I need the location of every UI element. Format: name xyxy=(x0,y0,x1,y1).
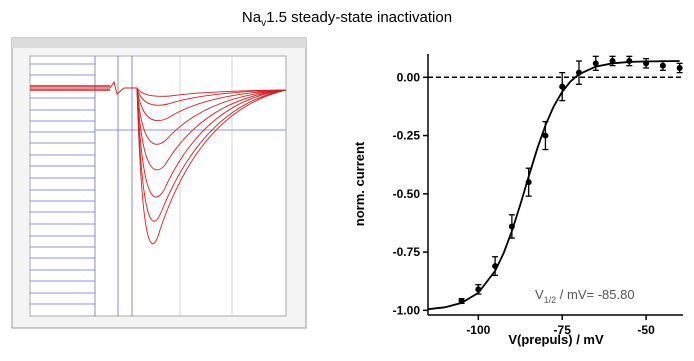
figure: Nav1.5 steady-state inactivation xyxy=(0,0,694,356)
y-tick-label: -0.50 xyxy=(393,187,421,201)
recording-screenshot xyxy=(12,38,306,328)
page: {"chart_data": { "type": "scatter", "tit… xyxy=(0,0,694,356)
y-tick-label: -0.75 xyxy=(393,245,421,259)
y-tick-label: -1.00 xyxy=(393,303,421,317)
data-point xyxy=(643,60,649,66)
annotation-subscript: 1/2 xyxy=(544,295,557,305)
title-part: 1.5 steady-state inactivation xyxy=(266,9,452,26)
title-part: Na xyxy=(242,9,262,26)
data-point xyxy=(526,179,532,185)
window-toolbar xyxy=(12,38,306,48)
y-axis-label: norm. current xyxy=(352,141,367,226)
plot-area xyxy=(30,56,286,316)
data-point xyxy=(459,298,465,304)
annotation-part: / mV= -85.80 xyxy=(556,287,634,302)
chart-title: Nav1.5 steady-state inactivation xyxy=(242,9,452,29)
data-point xyxy=(542,133,548,139)
data-point xyxy=(610,58,616,64)
data-point xyxy=(475,286,481,292)
data-point xyxy=(660,63,666,69)
x-tick-label: -100 xyxy=(466,323,490,337)
data-point xyxy=(509,223,515,229)
data-point xyxy=(576,70,582,76)
y-tick-label: -0.25 xyxy=(393,129,421,143)
data-point xyxy=(593,60,599,66)
annotation-part: V xyxy=(535,287,544,302)
x-tick-label: -75 xyxy=(554,323,572,337)
fit-curve xyxy=(428,61,680,309)
annotation: V1/2 / mV= -85.80 xyxy=(535,287,635,305)
data-point xyxy=(492,263,498,269)
y-tick-label: 0.00 xyxy=(397,70,421,84)
data-point xyxy=(626,58,632,64)
x-tick-label: -50 xyxy=(637,323,655,337)
data-point xyxy=(559,84,565,90)
data-point xyxy=(677,65,683,71)
